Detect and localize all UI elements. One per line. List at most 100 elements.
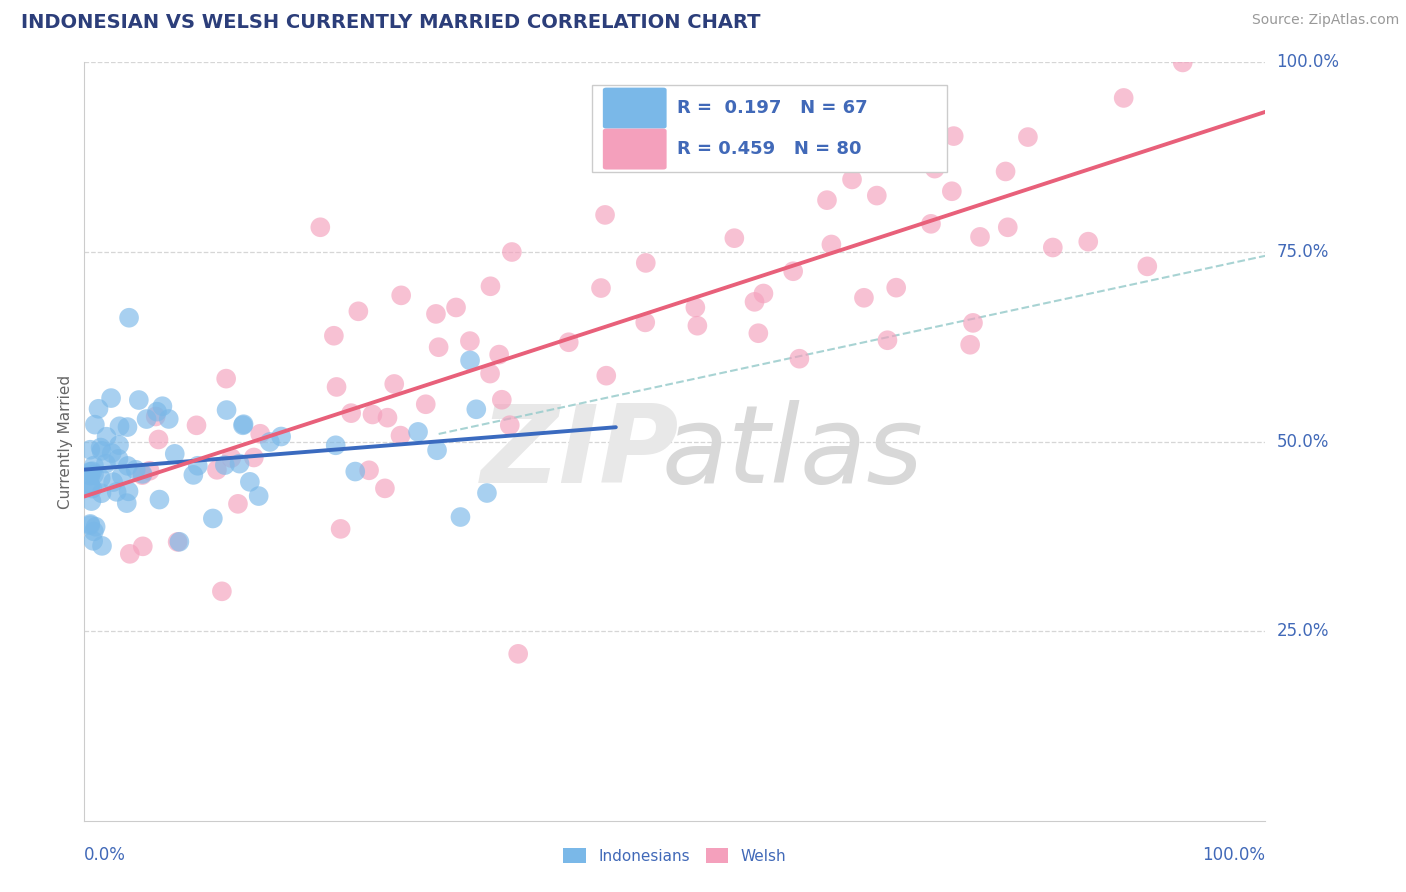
Point — [100, 446, 122, 460]
Point — [1017, 130, 1039, 145]
Point — [118, 310, 141, 325]
Point — [782, 264, 804, 278]
Point — [786, 156, 808, 170]
Point — [444, 301, 467, 315]
Text: 100.0%: 100.0% — [1202, 846, 1265, 863]
Point — [820, 237, 842, 252]
Point — [959, 337, 981, 351]
Point — [201, 511, 224, 525]
Text: 0.0%: 0.0% — [84, 846, 127, 863]
Point — [148, 433, 170, 447]
Point — [962, 316, 984, 330]
Point — [997, 220, 1019, 235]
Point — [426, 443, 449, 458]
Point — [361, 408, 384, 422]
Point — [1112, 91, 1135, 105]
Point — [84, 520, 107, 534]
Point — [232, 418, 254, 433]
Point — [79, 442, 101, 457]
Point — [107, 451, 129, 466]
FancyBboxPatch shape — [603, 128, 666, 169]
Point — [117, 420, 139, 434]
Point — [357, 463, 380, 477]
Point — [79, 516, 101, 531]
Point — [232, 417, 254, 432]
Point — [876, 333, 898, 347]
Point — [508, 647, 530, 661]
Point — [157, 412, 180, 426]
Point — [475, 486, 498, 500]
Point — [744, 294, 766, 309]
Text: R = 0.459   N = 80: R = 0.459 N = 80 — [678, 140, 862, 158]
Point — [259, 434, 281, 449]
FancyBboxPatch shape — [603, 87, 666, 128]
Point — [90, 486, 112, 500]
Point — [117, 458, 139, 473]
Point — [900, 138, 922, 153]
Point — [325, 438, 347, 452]
Point — [815, 193, 838, 207]
Point — [1171, 55, 1194, 70]
Point — [340, 406, 363, 420]
Point — [347, 304, 370, 318]
Point — [924, 161, 946, 176]
Point — [79, 479, 101, 493]
Point — [83, 458, 105, 473]
Point — [1136, 260, 1159, 274]
Point — [920, 217, 942, 231]
Point — [389, 288, 412, 302]
Point — [488, 348, 510, 362]
Point — [782, 134, 804, 148]
Point — [449, 510, 471, 524]
Point — [83, 524, 105, 539]
Point — [593, 208, 616, 222]
Point — [406, 425, 429, 439]
Point — [723, 231, 745, 245]
Text: R =  0.197   N = 67: R = 0.197 N = 67 — [678, 99, 868, 117]
Text: INDONESIAN VS WELSH CURRENTLY MARRIED CORRELATION CHART: INDONESIAN VS WELSH CURRENTLY MARRIED CO… — [21, 13, 761, 32]
Point — [270, 429, 292, 443]
Point — [117, 484, 139, 499]
Point — [344, 465, 367, 479]
Text: 75.0%: 75.0% — [1277, 243, 1329, 261]
Point — [415, 397, 437, 411]
Point — [884, 280, 907, 294]
Point — [226, 497, 249, 511]
Point — [128, 392, 150, 407]
Point — [501, 245, 523, 260]
Point — [124, 463, 146, 477]
Point — [215, 371, 238, 385]
Point — [101, 475, 124, 489]
Point — [83, 417, 105, 432]
Text: atlas: atlas — [662, 401, 924, 506]
Point — [118, 547, 141, 561]
Point — [841, 172, 863, 186]
Point — [183, 467, 205, 482]
Point — [479, 279, 502, 293]
Point — [87, 401, 110, 416]
Point — [145, 409, 167, 424]
Point — [111, 468, 134, 483]
Point — [329, 522, 352, 536]
Point — [942, 129, 965, 144]
Point — [969, 230, 991, 244]
Point — [752, 286, 775, 301]
Point — [243, 450, 266, 465]
Point — [135, 412, 157, 426]
Point — [425, 307, 447, 321]
Point — [105, 484, 128, 499]
Point — [377, 410, 399, 425]
Point — [138, 464, 160, 478]
Point — [108, 438, 131, 452]
Point — [82, 533, 104, 548]
Point — [685, 301, 707, 315]
Point — [558, 335, 581, 350]
Point — [634, 315, 657, 329]
Point — [166, 535, 188, 549]
Point — [186, 418, 208, 433]
Point — [90, 441, 112, 455]
Point — [94, 457, 117, 471]
Point — [79, 518, 101, 533]
Point — [80, 494, 103, 508]
Point — [458, 334, 481, 348]
